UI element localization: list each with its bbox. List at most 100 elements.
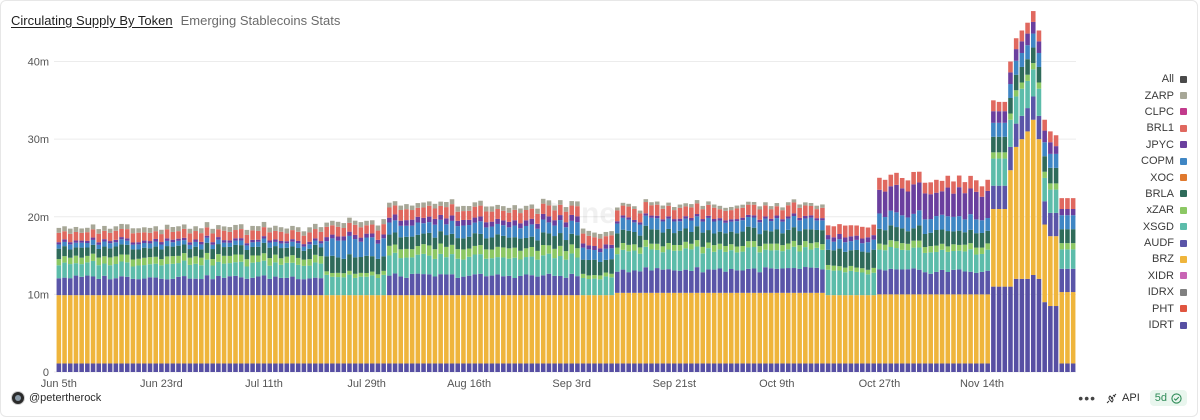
bar-segment-xzar[interactable] — [774, 243, 780, 251]
bar-segment-jpyc[interactable] — [102, 239, 107, 242]
bar-segment-idrt[interactable] — [814, 363, 820, 372]
bar-segment-copm[interactable] — [506, 227, 512, 238]
bar-segment-brla[interactable] — [415, 234, 421, 247]
bar-segment-brl1[interactable] — [546, 205, 552, 217]
bar-segment-audf[interactable] — [1013, 123, 1019, 147]
bar-segment-audf[interactable] — [535, 276, 540, 296]
bar-segment-xsgd[interactable] — [501, 257, 506, 277]
bar-segment-brz[interactable] — [597, 295, 603, 364]
bar-segment-idrt[interactable] — [501, 363, 506, 372]
bar-segment-audf[interactable] — [894, 269, 899, 295]
bar-segment-jpyc[interactable] — [404, 220, 409, 226]
bar-segment-idrt[interactable] — [740, 363, 745, 372]
bar-segment-brl1[interactable] — [1048, 131, 1053, 143]
bar-segment-xzar[interactable] — [905, 243, 911, 251]
bar-segment-audf[interactable] — [751, 268, 757, 293]
bar-segment-brz[interactable] — [398, 295, 404, 364]
bar-segment-idrt[interactable] — [250, 363, 255, 372]
bar-segment-audf[interactable] — [387, 275, 392, 296]
bar-segment-xsgd[interactable] — [671, 250, 677, 271]
bar-segment-jpyc[interactable] — [597, 248, 603, 253]
bar-segment-idrt[interactable] — [1008, 286, 1013, 372]
bar-segment-brla[interactable] — [803, 229, 808, 242]
bar-segment-audf[interactable] — [415, 273, 421, 296]
bar-segment-audf[interactable] — [546, 273, 552, 296]
bar-segment-jpyc[interactable] — [894, 184, 899, 213]
bar-segment-brla[interactable] — [193, 246, 198, 257]
bar-segment-brl1[interactable] — [979, 186, 985, 197]
bar-segment-zarp[interactable] — [671, 207, 677, 211]
bar-segment-brz[interactable] — [210, 295, 215, 364]
bar-segment-copm[interactable] — [181, 240, 187, 245]
bar-segment-copm[interactable] — [307, 244, 312, 249]
bar-segment-idrt[interactable] — [939, 363, 945, 372]
bar-segment-xsgd[interactable] — [563, 259, 569, 278]
bar-segment-brl1[interactable] — [956, 175, 962, 188]
bar-segment-zarp[interactable] — [597, 233, 603, 239]
bar-segment-zarp[interactable] — [164, 224, 170, 230]
bar-segment-idrt[interactable] — [991, 286, 996, 372]
bar-segment-copm[interactable] — [660, 221, 666, 233]
bar-segment-brz[interactable] — [1036, 139, 1042, 279]
bar-segment-copm[interactable] — [79, 242, 84, 248]
bar-segment-zarp[interactable] — [250, 225, 255, 231]
bar-segment-copm[interactable] — [67, 244, 73, 250]
api-button[interactable]: API — [1106, 392, 1140, 404]
bar-segment-copm[interactable] — [130, 244, 136, 250]
bar-segment-idrt[interactable] — [575, 363, 580, 372]
bar-segment-xzar[interactable] — [335, 272, 341, 278]
bar-segment-copm[interactable] — [615, 223, 620, 234]
bar-segment-copm[interactable] — [193, 241, 198, 247]
bar-segment-xzar[interactable] — [1019, 82, 1025, 89]
bar-segment-xzar[interactable] — [825, 264, 831, 270]
bar-segment-xsgd[interactable] — [803, 247, 808, 268]
bar-segment-xzar[interactable] — [1048, 183, 1053, 190]
bar-segment-zarp[interactable] — [501, 206, 506, 211]
bar-segment-xzar[interactable] — [181, 253, 187, 261]
bar-segment-brl1[interactable] — [221, 230, 227, 241]
bar-segment-brla[interactable] — [603, 259, 609, 273]
bar-segment-audf[interactable] — [1002, 185, 1008, 209]
bar-segment-copm[interactable] — [746, 217, 751, 227]
bar-segment-copm[interactable] — [956, 216, 962, 231]
bar-segment-xsgd[interactable] — [706, 248, 711, 270]
bar-segment-idrt[interactable] — [347, 363, 352, 372]
bar-segment-brl1[interactable] — [751, 204, 757, 216]
bar-segment-brz[interactable] — [592, 295, 597, 364]
bar-segment-audf[interactable] — [558, 275, 563, 296]
bar-segment-copm[interactable] — [301, 246, 307, 251]
bar-segment-brl1[interactable] — [540, 203, 546, 214]
bar-segment-zarp[interactable] — [335, 221, 341, 227]
bar-segment-jpyc[interactable] — [153, 238, 158, 242]
bar-segment-xzar[interactable] — [854, 267, 859, 272]
bar-segment-brl1[interactable] — [216, 229, 221, 238]
bar-segment-brl1[interactable] — [717, 209, 723, 219]
bar-segment-brla[interactable] — [102, 246, 107, 257]
bar-segment-brla[interactable] — [478, 233, 483, 246]
bar-segment-idrt[interactable] — [1048, 306, 1053, 372]
bar-segment-zarp[interactable] — [256, 226, 261, 231]
bar-segment-copm[interactable] — [848, 241, 854, 251]
bar-segment-copm[interactable] — [939, 214, 945, 230]
bar-segment-copm[interactable] — [518, 228, 523, 239]
bar-segment-zarp[interactable] — [432, 203, 438, 209]
bar-segment-brla[interactable] — [609, 259, 614, 274]
bar-segment-zarp[interactable] — [364, 220, 369, 226]
bar-segment-brla[interactable] — [597, 262, 603, 276]
bar-segment-copm[interactable] — [347, 235, 352, 255]
bar-segment-xsgd[interactable] — [540, 255, 546, 276]
bar-segment-copm[interactable] — [176, 240, 181, 246]
bar-segment-jpyc[interactable] — [90, 237, 96, 240]
bar-segment-audf[interactable] — [1025, 108, 1030, 132]
bar-segment-copm[interactable] — [706, 217, 711, 231]
bar-segment-brl1[interactable] — [444, 207, 449, 219]
bar-segment-brla[interactable] — [757, 234, 763, 247]
bar-segment-jpyc[interactable] — [951, 193, 956, 217]
bar-segment-xsgd[interactable] — [985, 249, 990, 271]
bar-segment-idrt[interactable] — [85, 363, 90, 372]
bar-segment-xzar[interactable] — [780, 245, 785, 252]
bar-segment-brla[interactable] — [962, 232, 968, 245]
bar-segment-copm[interactable] — [335, 240, 341, 258]
bar-segment-copm[interactable] — [398, 225, 404, 238]
bar-segment-copm[interactable] — [723, 222, 728, 234]
